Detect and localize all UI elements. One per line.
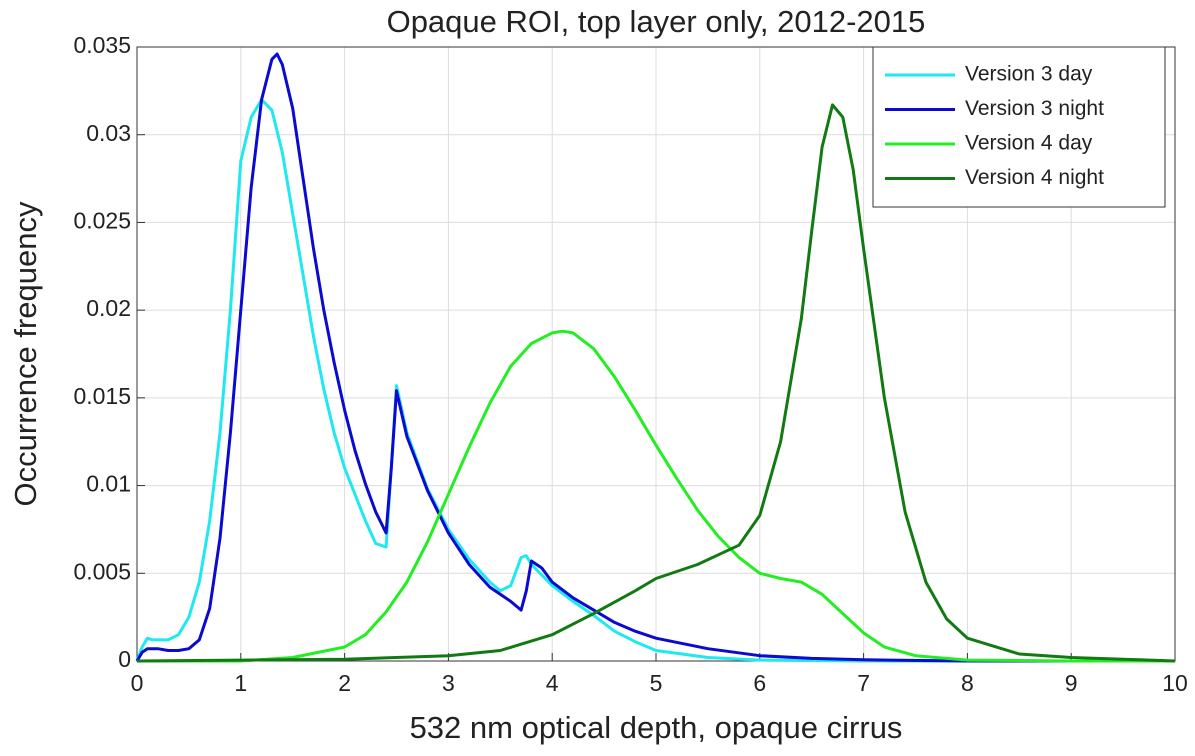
series-line (136, 103, 1176, 663)
x-tick-label: 6 (753, 670, 766, 696)
y-tick-label: 0.02 (86, 295, 131, 321)
y-tick-label: 0.035 (73, 32, 131, 58)
y-tick-label: 0 (118, 646, 131, 672)
y-tick-label: 0.01 (86, 471, 131, 497)
y-tick-label: 0.03 (86, 120, 131, 146)
x-tick-label: 2 (338, 670, 351, 696)
y-tick-label: 0.025 (73, 208, 131, 234)
x-tick-label: 1 (234, 670, 247, 696)
legend-label: Version 3 day (965, 63, 1093, 86)
series-line (135, 52, 1175, 663)
series-line (135, 98, 1175, 663)
x-tick-label: 5 (650, 670, 663, 696)
x-tick-label: 3 (442, 670, 455, 696)
x-tick-label: 9 (1065, 670, 1078, 696)
y-axis-label: Occurrence frequency (8, 201, 43, 506)
legend-label: Version 4 day (965, 132, 1093, 155)
legend-label: Version 3 night (965, 97, 1104, 120)
x-tick-label: 10 (1162, 670, 1188, 696)
series-line (137, 329, 1175, 663)
y-tick-label: 0.005 (73, 558, 131, 584)
legend-label: Version 4 night (965, 166, 1104, 189)
x-tick-label: 0 (131, 670, 144, 696)
chart-title: Opaque ROI, top layer only, 2012-2015 (387, 4, 926, 39)
x-tick-label: 7 (857, 670, 870, 696)
plot-frame (136, 46, 1176, 662)
x-axis-label: 532 nm optical depth, opaque cirrus (410, 710, 903, 745)
x-tick-label: 4 (546, 670, 559, 696)
x-tick-label: 8 (961, 670, 974, 696)
y-tick-label: 0.015 (73, 383, 131, 409)
